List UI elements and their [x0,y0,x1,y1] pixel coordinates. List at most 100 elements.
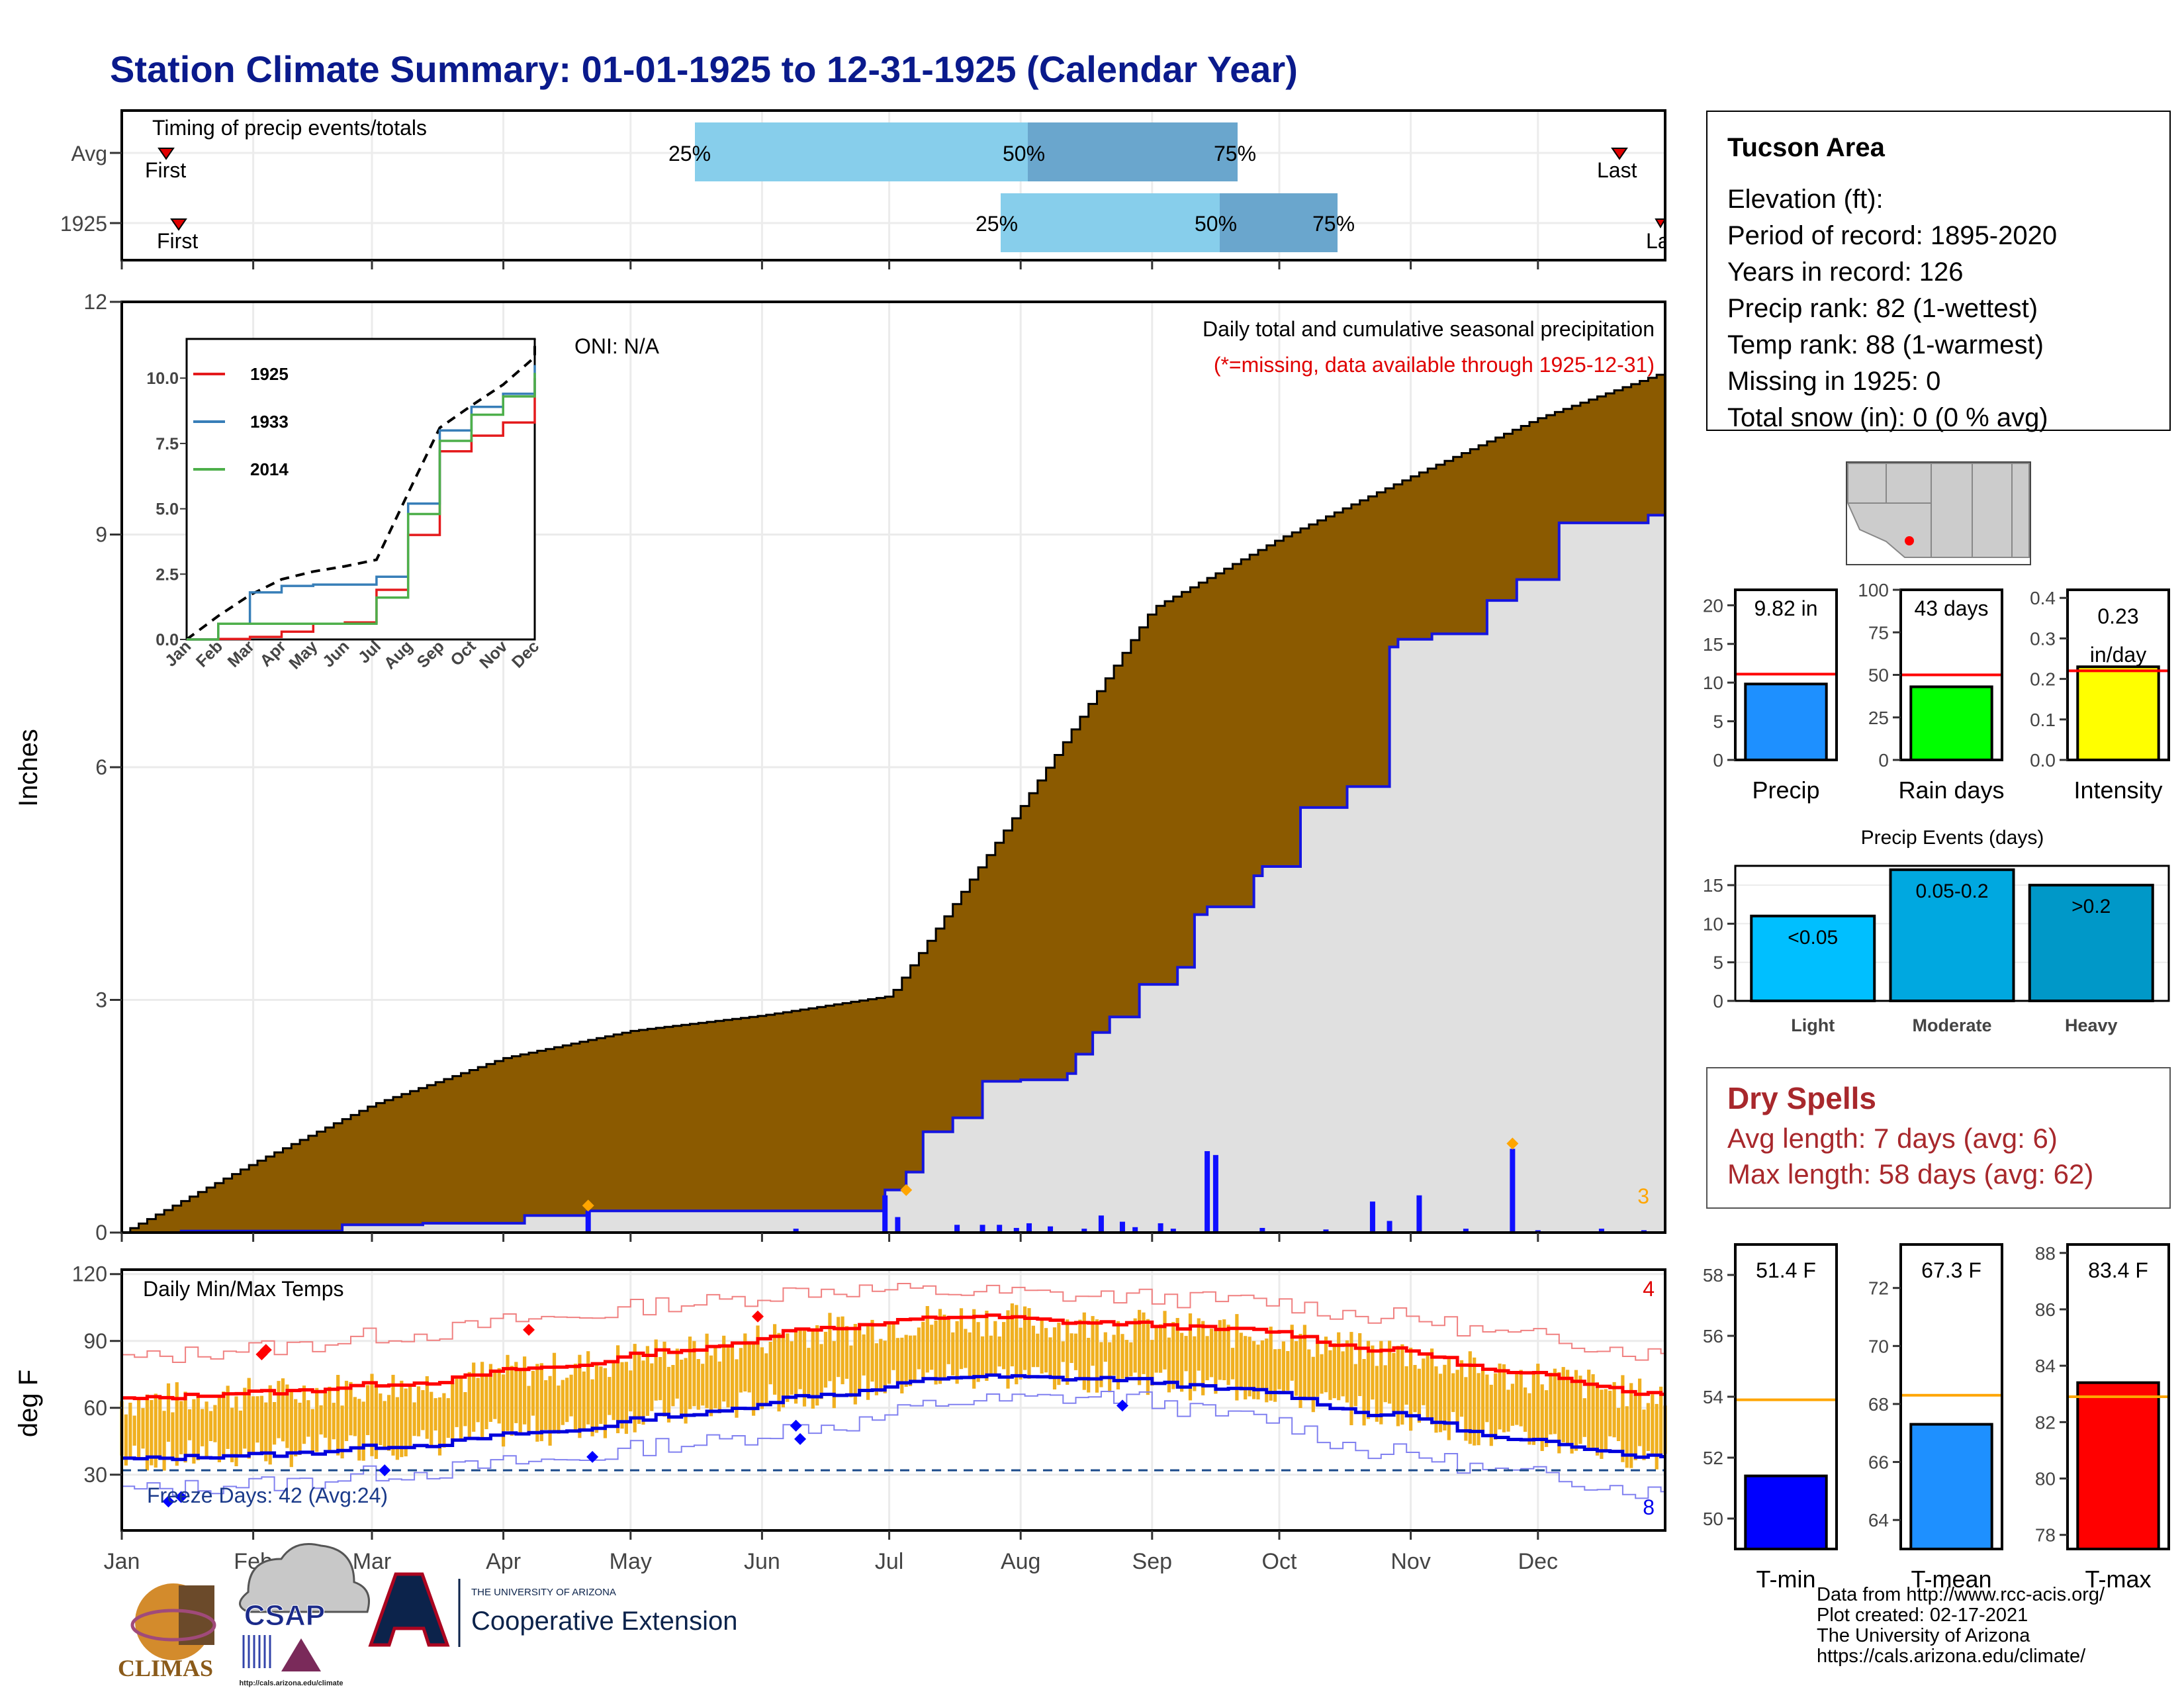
daily-temp-bar [1659,1386,1663,1456]
daily-temp-bar [1337,1332,1341,1401]
daily-temp-bar [1112,1335,1116,1376]
csap-logo-url: http://cals.arizona.edu/climate [239,1679,343,1687]
daily-temp-bar [930,1325,934,1370]
daily-temp-bar [1498,1363,1502,1430]
daily-temp-bar [802,1331,807,1407]
daily-temp-bar [319,1405,323,1434]
station-name: Tucson Area [1727,133,1885,162]
event-category-label: Heavy [2065,1015,2118,1035]
daily-temp-bar [1417,1368,1421,1423]
daily-temp-bar [1536,1364,1540,1438]
record-temp-marker [751,1310,764,1323]
dry-spells-box: Dry Spells Avg length: 7 days (avg: 6) M… [1706,1067,2171,1209]
daily-temp-bar [1451,1373,1455,1413]
month-label: Nov [1390,1549,1430,1574]
csap-logo-cloud [239,1543,370,1613]
y-tick-label: 10 [1703,673,1723,693]
daily-temp-bar [798,1327,802,1389]
daily-temp-bar [1358,1333,1362,1396]
daily-temp-bar [1570,1379,1574,1454]
daily-temp-bar [832,1340,836,1409]
daily-temp-bar [1396,1346,1400,1427]
daily-temp-bar [768,1342,772,1385]
daily-temp-bar [1459,1360,1464,1417]
daily-temp-bar [807,1348,811,1394]
inset-y-tick: 7.5 [156,435,179,453]
daily-temp-bar [1298,1334,1302,1408]
timing-label: Timing of precip events/totals [152,116,427,140]
credit-line: Data from http://www.rcc-acis.org/ [1817,1584,2105,1605]
daily-temp-bar [629,1370,633,1412]
daily-temp-bar [1214,1329,1218,1394]
daily-temp-bar [608,1377,612,1415]
daily-temp-bar [1438,1374,1443,1432]
avg-bar-25-50 [695,122,1028,181]
daily-temp-bar [675,1348,679,1399]
daily-temp-bar [1651,1394,1655,1456]
event-category-label: Moderate [1912,1015,1991,1035]
events-title: Precip Events (days) [1861,827,2044,849]
daily-temp-bar [1629,1383,1633,1468]
precip-label: Precip [1752,776,1819,804]
daily-temp-bar [1426,1355,1430,1419]
daily-temp-bar [1201,1321,1205,1395]
daily-temp-bar [217,1396,221,1462]
daily-temp-bar [1244,1336,1248,1400]
daily-temp-bar [1226,1325,1230,1385]
daily-precip-bar [1158,1223,1163,1233]
y-tick-label: 0.3 [2030,628,2056,649]
daily-temp-bar [1023,1306,1027,1370]
daily-temp-bar [514,1362,518,1423]
daily-temp-bar [166,1383,171,1442]
daily-temp-bar [1392,1352,1396,1413]
daily-precip-bar [1098,1215,1104,1233]
record-temp-marker [790,1419,802,1432]
daily-temp-bar [230,1407,234,1462]
daily-temp-bar [917,1327,921,1370]
daily-temp-bar [222,1391,226,1457]
daily-temp-bar [264,1402,268,1462]
daily-temp-bar [883,1340,887,1393]
daily-temp-bar [844,1326,849,1379]
y-tick-label: 80 [2035,1469,2056,1489]
location-map [1846,461,2031,565]
daily-temp-bar [1443,1364,1447,1430]
daily-temp-bar [1595,1382,1600,1456]
y-tick-label: 0.1 [2030,710,2056,730]
daily-temp-bar [243,1387,247,1449]
daily-precip-bar [585,1211,591,1233]
daily-temp-bar [1286,1351,1290,1391]
daily-temp-bar [1553,1368,1557,1434]
event-category-label: Light [1791,1015,1835,1035]
daily-temp-bar [1311,1356,1315,1413]
daily-temp-bar [1277,1348,1281,1389]
daily-temp-bar [383,1401,387,1449]
avg-bar-50-75 [1028,122,1238,181]
daily-temp-bar [349,1382,353,1436]
daily-temp-bar [425,1376,429,1439]
month-label: Oct [1262,1549,1297,1574]
daily-temp-bar [336,1375,340,1456]
month-label: Sep [1132,1549,1173,1574]
y-tick-label: 54 [1703,1387,1723,1407]
daily-temp-bar [472,1362,476,1432]
daily-temp-bar [773,1324,777,1395]
daily-temp-bar [968,1332,972,1377]
daily-temp-bars [120,1303,1667,1471]
daily-temp-bar [1341,1351,1345,1397]
daily-temp-bar [662,1341,666,1417]
daily-temp-bar [696,1359,700,1410]
y-tick-label: 66 [1868,1452,1889,1473]
daily-temp-bar [582,1371,586,1430]
y-tick-label: 64 [1868,1510,1889,1530]
inset-avg-line [185,339,536,641]
daily-temp-bar [1281,1341,1285,1393]
inset-y-tick: 2.5 [156,565,179,584]
daily-temp-bar [1510,1383,1514,1426]
y-tick-label: 25 [1868,708,1889,728]
daily-temp-bar [175,1382,179,1466]
oni-label: ONI: N/A [574,334,660,358]
info-elevation: Elevation (ft): [1727,185,1884,214]
daily-temp-bar [1371,1345,1375,1400]
